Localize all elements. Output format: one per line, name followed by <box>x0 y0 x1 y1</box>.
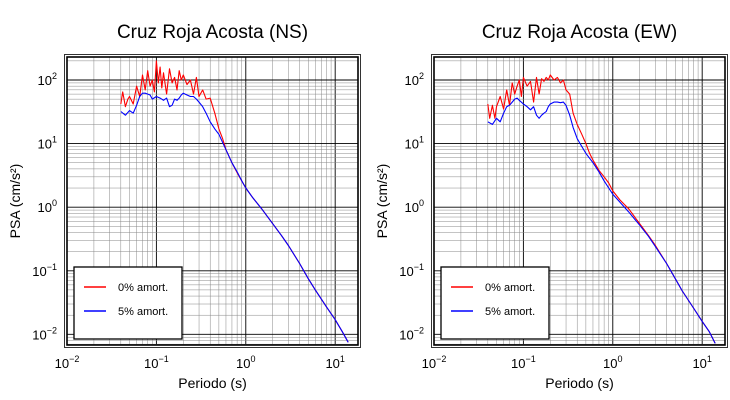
plot-frame-outer <box>431 54 728 348</box>
x-tick-label: 100 <box>603 354 622 371</box>
plot-frame-outer <box>64 54 361 348</box>
legend: 0% amort. 5% amort. <box>73 266 183 340</box>
y-tick-label: 100 <box>405 198 424 215</box>
y-tick-label: 101 <box>38 135 57 152</box>
y-tick-label: 101 <box>405 135 424 152</box>
y-tick-label: 100 <box>38 198 57 215</box>
x-axis-label: Periodo (s) <box>545 375 613 391</box>
legend-label: 5% amort. <box>485 306 535 318</box>
plot-frame <box>433 56 726 346</box>
legend-label: 0% amort. <box>118 282 168 294</box>
chart-panel-ns: 10−2 10−1 100 101 10−2 10−1 100 101 102 Cruz Roja… <box>7 22 361 391</box>
y-tick-label: 102 <box>405 71 424 88</box>
chart-title: Cruz Roja Acosta (NS) <box>117 22 308 43</box>
y-tick-label: 10−2 <box>32 325 57 342</box>
y-axis-label: PSA (cm/s²) <box>7 164 23 239</box>
series-line-undamped <box>487 74 716 344</box>
x-tick-label: 101 <box>325 354 344 371</box>
legend-box <box>73 266 183 340</box>
series-line-damped <box>120 92 349 343</box>
y-tick-label: 102 <box>38 71 57 88</box>
y-tick-label: 10−2 <box>399 325 424 342</box>
x-tick-label: 10−2 <box>422 354 447 371</box>
plot-frame <box>66 56 359 346</box>
legend-label: 0% amort. <box>485 282 535 294</box>
x-tick-label: 100 <box>236 354 255 371</box>
legend: 0% amort. 5% amort. <box>440 266 550 340</box>
legend-box <box>440 266 550 340</box>
x-tick-label: 10−1 <box>511 354 536 371</box>
y-axis-label: PSA (cm/s²) <box>374 164 390 239</box>
series-line-damped <box>487 97 716 344</box>
y-tick-label: 10−1 <box>32 262 57 279</box>
legend-label: 5% amort. <box>118 306 168 318</box>
x-tick-label: 10−2 <box>55 354 80 371</box>
chart-panel-ew: 10−2 10−1 100 101 10−2 10−1 100 101 102 Cruz Roja… <box>374 22 728 391</box>
x-tick-label: 101 <box>692 354 711 371</box>
y-tick-label: 10−1 <box>399 262 424 279</box>
x-tick-label: 10−1 <box>144 354 169 371</box>
x-axis-label: Periodo (s) <box>178 375 246 391</box>
chart-title: Cruz Roja Acosta (EW) <box>482 22 677 43</box>
